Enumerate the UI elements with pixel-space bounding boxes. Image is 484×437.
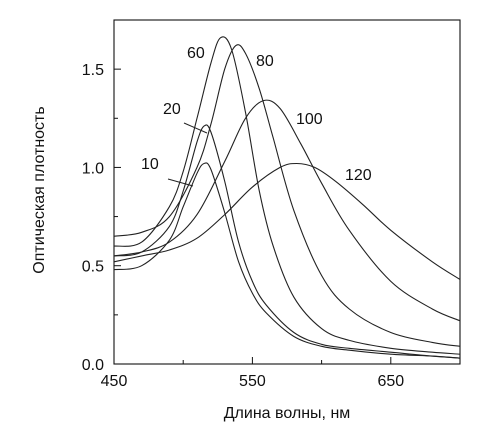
x-tick-label: 650 bbox=[377, 373, 404, 390]
curve-label-100: 100 bbox=[296, 111, 323, 128]
x-tick-label: 450 bbox=[101, 373, 128, 390]
curve-label-120: 120 bbox=[345, 167, 372, 184]
curve-labels: 10 20 60 80 100 120 bbox=[141, 45, 372, 187]
series-line-100 bbox=[113, 99, 461, 322]
series-line-120 bbox=[113, 162, 461, 280]
series-line-20 bbox=[113, 124, 461, 359]
x-tick-label: 550 bbox=[239, 373, 266, 390]
spectra-curves bbox=[113, 36, 461, 359]
plot-frame bbox=[113, 19, 461, 365]
x-axis-ticks: 450 550 650 bbox=[101, 357, 461, 390]
y-tick-label: 1.5 bbox=[82, 62, 104, 79]
series-line-10 bbox=[113, 162, 461, 359]
y-axis-ticks: 0.0 0.5 1.0 1.5 bbox=[82, 19, 121, 374]
curve-label-20: 20 bbox=[163, 101, 181, 118]
y-axis-title: Оптическая плотность bbox=[31, 106, 48, 273]
y-tick-label: 0.0 bbox=[82, 357, 104, 374]
label-leader bbox=[167, 178, 194, 187]
curve-label-60: 60 bbox=[187, 45, 205, 62]
series-line-80 bbox=[113, 44, 461, 347]
x-axis-title: Длина волны, нм bbox=[224, 405, 351, 422]
y-tick-label: 0.5 bbox=[82, 259, 104, 276]
y-tick-label: 1.0 bbox=[82, 160, 104, 177]
label-leader bbox=[183, 122, 208, 134]
series-line-60 bbox=[113, 36, 461, 355]
curve-label-80: 80 bbox=[256, 53, 274, 70]
curve-label-10: 10 bbox=[141, 156, 159, 173]
